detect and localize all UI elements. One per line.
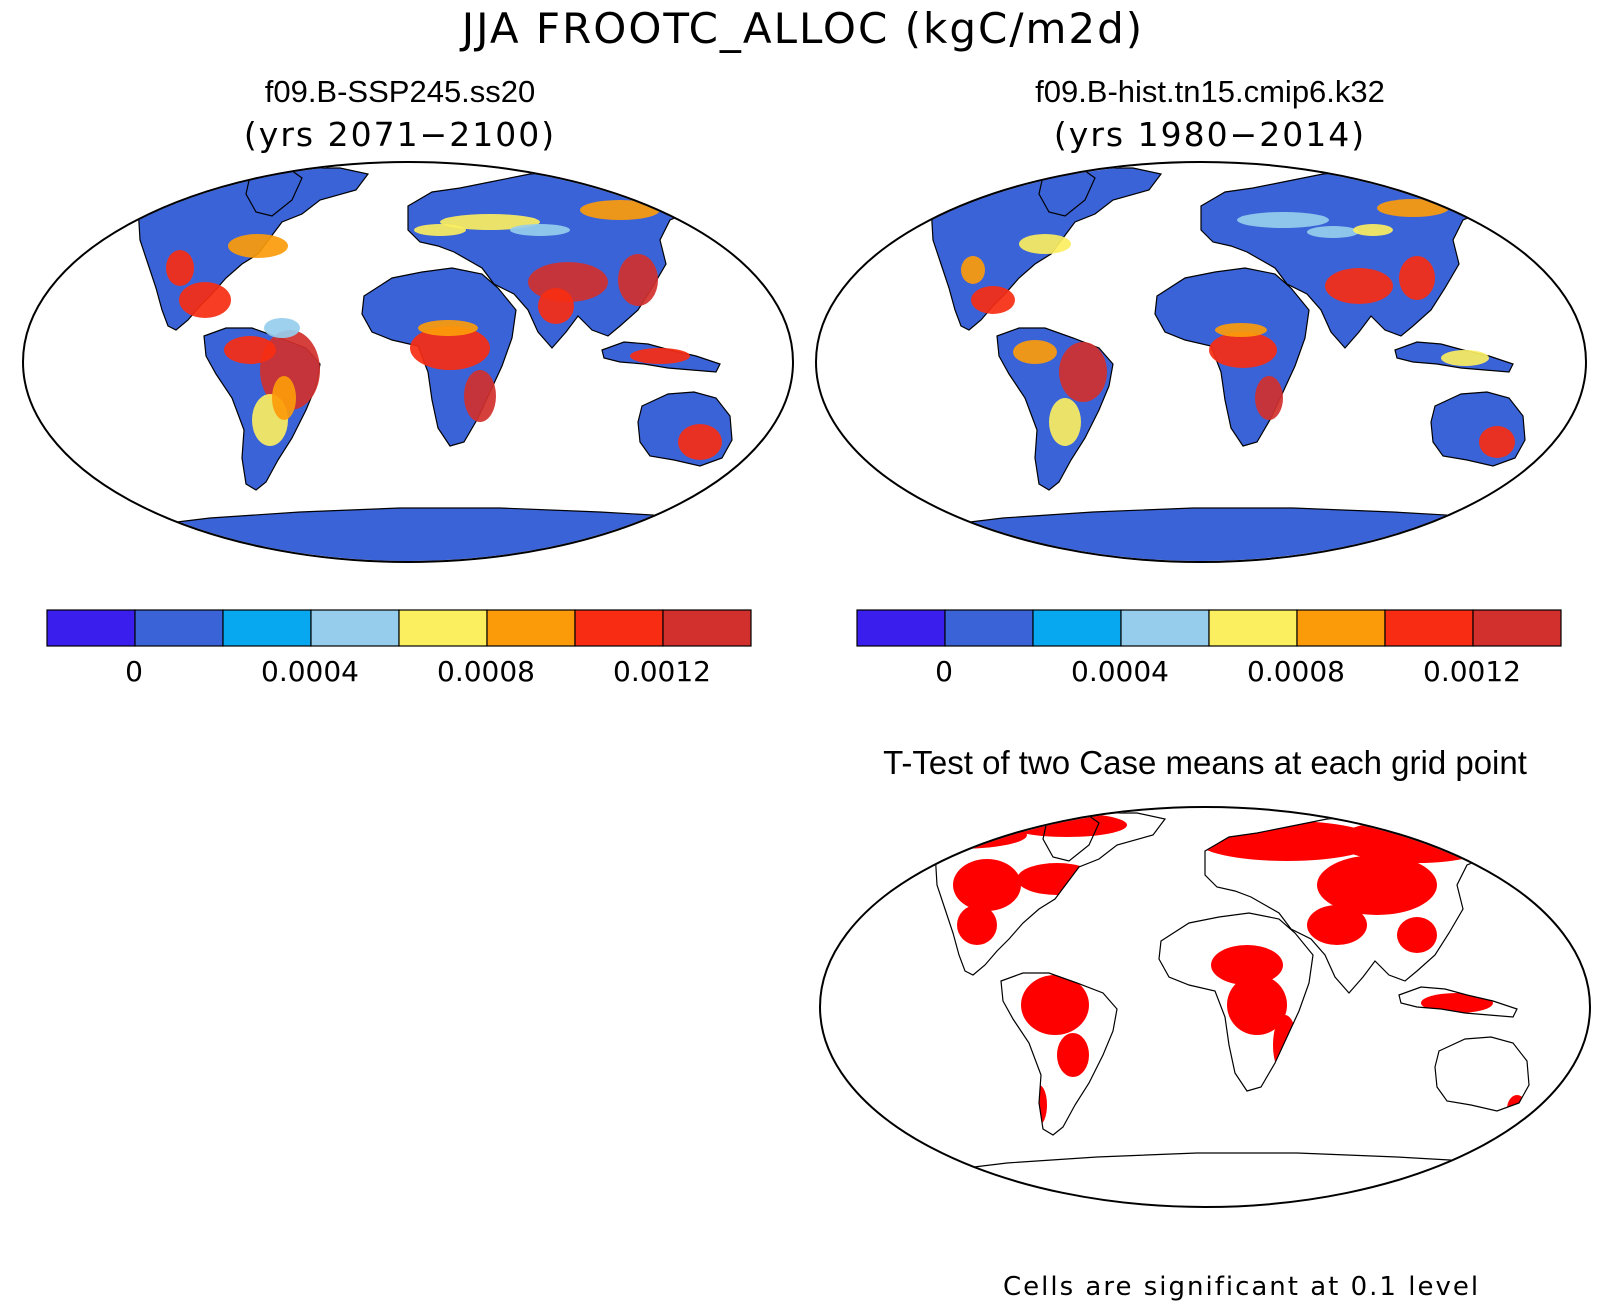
colorbar-swatch [486,609,576,647]
value-patch [228,234,288,258]
antarctica-land [49,507,782,561]
colorbar-tick-label: 0.0012 [1423,655,1521,688]
value-patch [618,254,658,306]
significance-footnote: Cells are significant at 0.1 level [1003,1272,1481,1302]
ttest-title: T-Test of two Case means at each grid po… [883,744,1527,781]
north-america-outline [934,812,1167,976]
value-patch [971,286,1015,314]
colorbar-tick-label: 0.0012 [613,655,711,688]
colorbar-swatch [1208,609,1298,647]
colorbar-swatch [222,609,312,647]
value-patch [1049,398,1081,446]
value-patch [1019,234,1071,254]
colorbar-swatch [398,609,488,647]
map-frame [815,161,1587,563]
value-patch [418,320,478,336]
significant-cells [887,813,1527,1125]
colorbar-swatch [662,609,752,647]
panel-2-subtitle: (yrs 1980−2014) [1053,115,1367,154]
value-patch [1059,342,1107,402]
map-frame [22,161,794,563]
value-patch [272,376,296,420]
panel-1-map [22,161,794,563]
value-patch [1325,268,1393,304]
value-patch [440,214,540,230]
colorbar-swatch [1032,609,1122,647]
australia-outline [1434,1036,1530,1112]
value-patch [1399,256,1435,300]
colorbar-tick-label: 0 [125,655,143,688]
australia-land [1430,391,1526,467]
value-patch [410,326,490,370]
value-patch [264,318,300,338]
value-patch [510,224,570,236]
colorbar-tick-label: 0.0008 [1247,655,1345,688]
colorbar-swatch [1384,609,1474,647]
value-patch [1377,199,1449,217]
colorbar-swatch [310,609,400,647]
value-patch [224,336,276,364]
colorbar-swatch [574,609,664,647]
value-patch [166,250,194,286]
colorbar-swatch [1472,609,1562,647]
value-patch [1209,332,1277,368]
colorbar-tick-label: 0 [935,655,953,688]
colorbar-swatch [1120,609,1210,647]
antarctica-land [842,507,1575,561]
value-patch [1479,426,1515,458]
panel-1-colorbar [46,609,752,647]
panel-1-title: f09.B-SSP245.ss20 [264,74,536,109]
ttest-map [819,806,1591,1208]
panel-2-title: f09.B-hist.tn15.cmip6.k32 [1035,74,1385,109]
value-patch [464,370,496,422]
value-patch [1237,212,1329,228]
colorbar-tick-label: 0.0004 [261,655,359,688]
colorbar-swatch [856,609,946,647]
panel-1-colorbar-ticks: 0 0.0004 0.0008 0.0012 [46,655,750,691]
value-patch [179,282,231,318]
value-patch [580,200,660,220]
colorbar-swatch [46,609,136,647]
map-frame [819,806,1591,1208]
value-patch [414,224,466,236]
colorbar-swatch [134,609,224,647]
value-patch [630,348,690,364]
value-patch [538,288,574,324]
colorbar-swatch [944,609,1034,647]
value-patch [1215,323,1267,337]
colorbar-tick-label: 0.0008 [437,655,535,688]
panel-2-map [815,161,1587,563]
indonesia-outline [1398,986,1518,1018]
value-patch [1353,224,1393,236]
figure-title: JJA FROOTC_ALLOC (kgC/m2d) [461,4,1145,53]
africa-outline [1158,912,1314,1092]
south-america-outline [1000,972,1118,1136]
panel-2-colorbar [856,609,1562,647]
value-patch [1255,376,1283,420]
colorbar-tick-label: 0.0004 [1071,655,1169,688]
value-patch [1307,226,1359,238]
colorbar-swatch [1296,609,1386,647]
panel-1-subtitle: (yrs 2071−2100) [243,115,557,154]
value-patch [961,256,985,284]
value-patch [1441,350,1489,366]
value-patch [678,424,722,460]
value-patch [1013,340,1057,364]
antarctica-outline [846,1152,1579,1206]
panel-2-colorbar-ticks: 0 0.0004 0.0008 0.0012 [856,655,1560,691]
